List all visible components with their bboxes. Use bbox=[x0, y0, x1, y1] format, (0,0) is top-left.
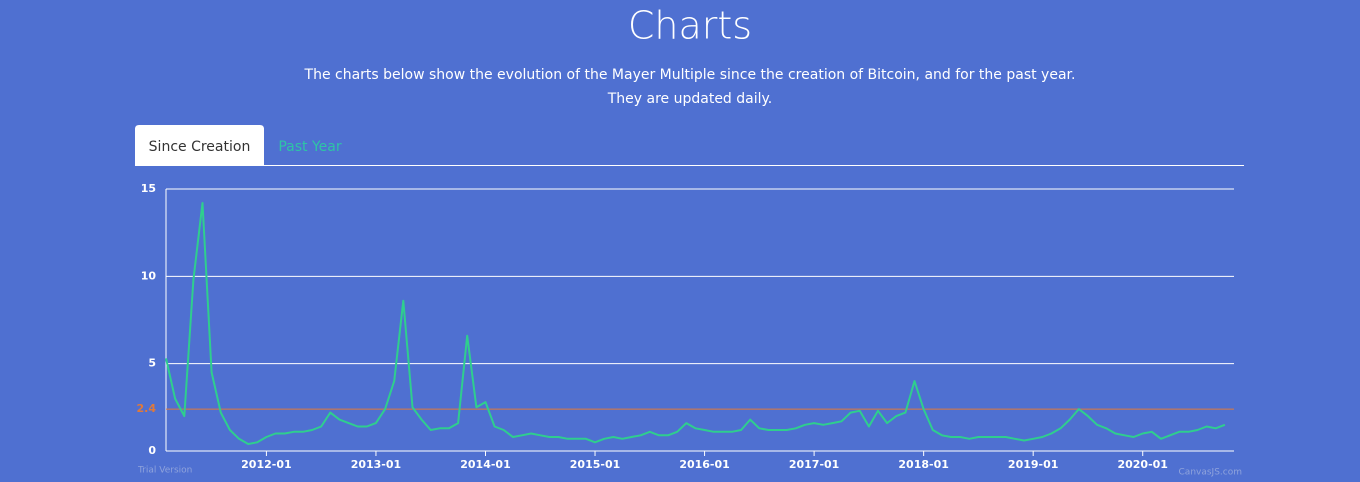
subtitle: The charts below show the evolution of t… bbox=[304, 67, 1076, 83]
x-tick-label: 2018-01 bbox=[898, 458, 949, 471]
x-tick-label: 2019-01 bbox=[1008, 458, 1059, 471]
y-tick-label: 0 bbox=[148, 444, 156, 457]
x-tick-label: 2016-01 bbox=[679, 458, 730, 471]
chart: 0 5 10 15 2012-01 2013-01 2014-01 2015-01 2016-0… bbox=[137, 182, 1243, 478]
x-tick-label: 2020-01 bbox=[1117, 458, 1168, 471]
tab-label[interactable]: Since Creation bbox=[149, 139, 251, 155]
reference-label: 2.4 bbox=[137, 402, 157, 415]
y-tick-label: 15 bbox=[141, 182, 156, 195]
subtitle: They are updated daily. bbox=[607, 91, 773, 107]
page-title: Charts bbox=[628, 4, 752, 48]
tab-label[interactable]: Past Year bbox=[278, 139, 342, 155]
watermark: CanvasJS.com bbox=[1179, 468, 1242, 478]
x-tick-label: 2017-01 bbox=[789, 458, 840, 471]
x-tick-label: 2013-01 bbox=[351, 458, 402, 471]
y-tick-label: 10 bbox=[141, 269, 157, 282]
x-tick-label: 2014-01 bbox=[460, 458, 511, 471]
tab-active[interactable] bbox=[135, 125, 264, 166]
x-tick-label: 2015-01 bbox=[570, 458, 621, 471]
data-line bbox=[165, 202, 1226, 445]
x-tick-label: 2012-01 bbox=[241, 458, 292, 471]
watermark: Trial Version bbox=[137, 466, 192, 476]
y-tick-label: 5 bbox=[148, 357, 156, 370]
